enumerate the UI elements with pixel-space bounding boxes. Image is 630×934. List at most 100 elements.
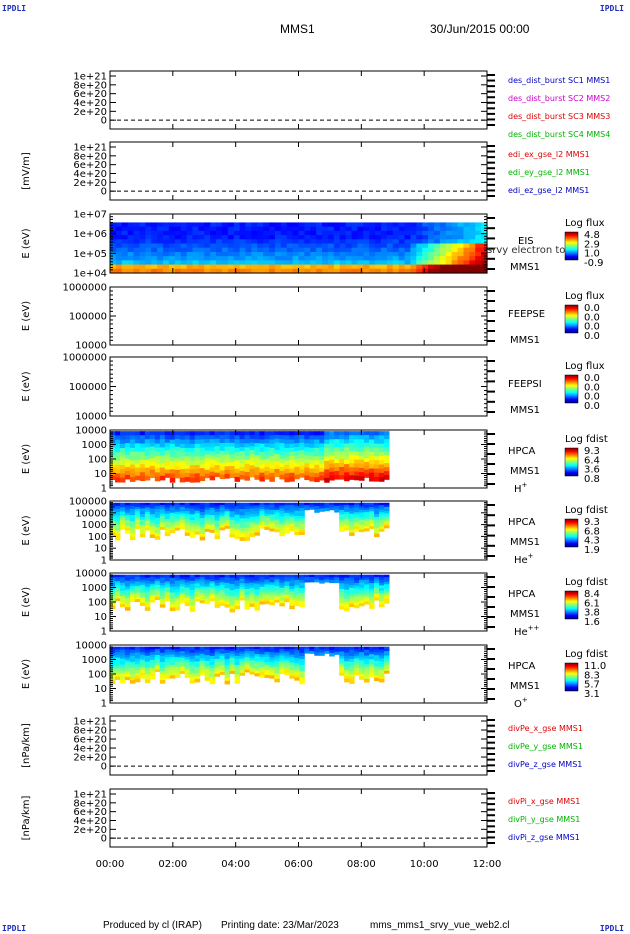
spectrogram-cell xyxy=(254,656,260,660)
spectrogram-cell xyxy=(374,660,380,665)
spectrogram-cell xyxy=(194,531,201,535)
spectrogram-cell xyxy=(139,443,146,449)
spectrogram-cell xyxy=(189,595,196,600)
spectrogram-cell xyxy=(309,574,315,578)
spectrogram-cell xyxy=(199,581,206,585)
spectrogram-cell xyxy=(364,512,370,516)
spectrogram-cell xyxy=(174,651,181,655)
spectrogram-cell xyxy=(344,655,350,660)
spectrogram-cell xyxy=(354,519,360,523)
spectrogram-cell xyxy=(269,646,275,650)
spectrogram-cell xyxy=(481,226,488,232)
spectrogram-cell xyxy=(279,462,285,468)
spectrogram-cell xyxy=(189,469,196,475)
spectrogram-cell xyxy=(369,247,376,253)
spectrogram-cell xyxy=(333,268,341,274)
spectrogram-cell xyxy=(229,438,236,444)
spectrogram-cell xyxy=(179,435,186,441)
spectrogram-cell xyxy=(234,577,241,581)
right-border-tick xyxy=(487,836,495,839)
spectrogram-cell xyxy=(292,251,300,257)
spectrogram-cell xyxy=(354,653,360,657)
spectrogram-cell xyxy=(179,456,186,462)
spectrogram-cell xyxy=(274,661,280,665)
x-tick-label: 10:00 xyxy=(410,859,439,870)
spectrogram-cell xyxy=(354,512,360,516)
spacecraft-label: MMS1 xyxy=(510,335,540,346)
spectrogram-cell xyxy=(209,517,216,521)
spectrogram-cell xyxy=(284,651,290,655)
spectrogram-cell xyxy=(279,443,285,448)
spectrogram-cell xyxy=(292,222,300,228)
spectrogram-cell xyxy=(224,656,231,660)
spectrogram-cell xyxy=(154,505,161,510)
spectrogram-cell xyxy=(192,235,199,240)
spectrogram-cell xyxy=(229,584,236,588)
spectrogram-cell xyxy=(357,235,364,240)
spectrogram-cell xyxy=(189,602,196,606)
spectrogram-cell xyxy=(214,666,221,670)
spectrogram-cell xyxy=(375,226,382,232)
spectrogram-cell xyxy=(339,594,345,599)
spectrogram-cell xyxy=(151,239,158,245)
spectrogram-cell xyxy=(354,528,360,532)
spectrogram-cell xyxy=(259,468,265,474)
spectrogram-cell xyxy=(124,586,131,591)
spectrogram-cell xyxy=(334,459,340,464)
spectrogram-cell xyxy=(149,657,156,661)
spectrogram-cell xyxy=(354,602,360,606)
spectrogram-cell xyxy=(351,260,359,266)
spectrogram-cell xyxy=(144,516,151,520)
spectrogram-cell xyxy=(249,671,255,675)
spectrogram-cell xyxy=(139,574,146,578)
y-tick-label: 10 xyxy=(94,612,107,623)
spectrogram-cell xyxy=(229,662,236,666)
spectrogram-cell xyxy=(319,475,325,481)
spectrogram-cell xyxy=(139,235,146,240)
spectrogram-cell xyxy=(210,256,217,261)
spectrogram-cell xyxy=(463,226,470,232)
spectrogram-cell xyxy=(179,473,186,479)
spectrogram-cell xyxy=(304,439,310,444)
spectrogram-cell xyxy=(259,651,265,655)
spectrogram-cell xyxy=(124,515,131,519)
spectrogram-cell xyxy=(164,450,171,455)
spectrogram-cell xyxy=(289,667,295,671)
spectrogram-cell xyxy=(289,577,295,581)
spectrogram-cell xyxy=(110,505,116,509)
y-tick-label: 10000 xyxy=(75,426,107,437)
right-border-tick xyxy=(487,758,495,761)
spectrogram-cell xyxy=(319,649,325,653)
spectrogram-cell xyxy=(254,601,260,605)
spectrogram-cell xyxy=(264,598,270,602)
spectrogram-cell xyxy=(428,268,435,274)
spectrogram-cell xyxy=(398,256,406,261)
spectrogram-cell xyxy=(174,502,181,506)
spectrogram-cell xyxy=(159,463,166,469)
spectrogram-cell xyxy=(289,583,295,587)
spectrogram-cell xyxy=(224,662,231,666)
spectrogram-cell xyxy=(374,464,380,470)
spectrogram-cell xyxy=(163,239,170,245)
spectrogram-cell xyxy=(354,649,360,653)
spectrogram-cell xyxy=(398,230,406,236)
spectrogram-cell xyxy=(194,590,201,593)
y-tick-label: 1 xyxy=(101,556,107,567)
spectrogram-cell xyxy=(174,431,181,436)
spectrogram-cell xyxy=(319,652,325,656)
y-tick-label: 1e+06 xyxy=(73,229,107,240)
spectrogram-cell xyxy=(279,532,285,537)
spectrogram-cell xyxy=(344,672,350,677)
spectrogram-cell xyxy=(310,243,317,249)
spectrogram-cell xyxy=(304,443,310,448)
spectrogram-cell xyxy=(259,464,265,470)
spectrogram-cell xyxy=(149,438,156,444)
spectrogram-cell xyxy=(249,585,255,589)
spectrogram-cell xyxy=(269,447,275,453)
spectrogram-cell xyxy=(157,239,164,245)
right-border-tick xyxy=(487,433,495,435)
y-tick-label: 1e+04 xyxy=(73,269,107,280)
spectrogram-cell xyxy=(119,518,126,521)
spectrogram-cell xyxy=(292,230,300,236)
